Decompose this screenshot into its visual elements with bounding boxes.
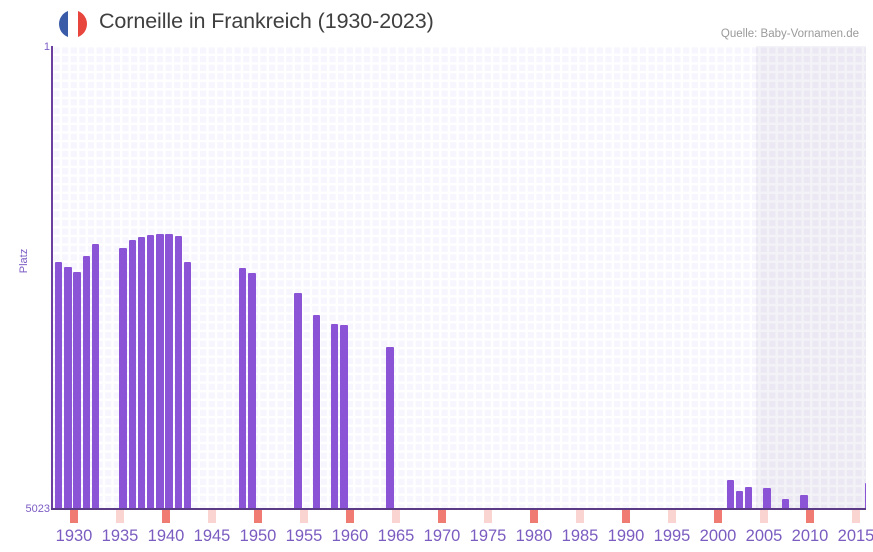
y-axis-title: Platz <box>18 248 31 274</box>
bar-1930[interactable] <box>55 262 63 508</box>
france-flag-icon <box>59 10 87 38</box>
x-tick-label-1960: 1960 <box>331 527 369 545</box>
bar-1961[interactable] <box>340 325 348 508</box>
x-tick-label-1950: 1950 <box>239 527 277 545</box>
x-tick-mark-1975 <box>483 510 493 523</box>
bar-2003[interactable] <box>726 480 734 508</box>
bar-1931[interactable] <box>64 267 72 508</box>
x-tick-label-2010: 2010 <box>791 527 829 545</box>
bar-1958[interactable] <box>312 315 320 508</box>
x-tick-label-1945: 1945 <box>193 527 231 545</box>
x-tick-mark-1955 <box>299 510 309 523</box>
page-title: Corneille in Frankreich (1930-2023) <box>99 9 434 33</box>
x-tick-label-1975: 1975 <box>469 527 507 545</box>
x-tick-label-1995: 1995 <box>653 527 691 545</box>
x-tick-mark-1965 <box>391 510 401 523</box>
x-tick-label-1955: 1955 <box>285 527 323 545</box>
bar-2009[interactable] <box>781 499 790 508</box>
bar-2018[interactable] <box>864 483 866 508</box>
x-tick-mark-1980 <box>529 510 539 523</box>
x-tick-mark-1935 <box>115 510 125 523</box>
bar-1933[interactable] <box>82 256 90 508</box>
x-tick-mark-1950 <box>253 510 263 523</box>
x-tick-label-1980: 1980 <box>515 527 553 545</box>
bar-1941[interactable] <box>156 234 164 508</box>
x-axis-line <box>51 508 866 510</box>
bar-1960[interactable] <box>331 324 339 508</box>
bar-2007[interactable] <box>763 488 771 508</box>
bar-2011[interactable] <box>800 495 808 508</box>
x-tick-mark-2005 <box>759 510 769 523</box>
source-attribution: Quelle: Baby-Vornamen.de <box>720 28 859 40</box>
x-tick-mark-1995 <box>667 510 677 523</box>
bar-1943[interactable] <box>174 236 182 508</box>
bar-1956[interactable] <box>294 293 302 508</box>
x-tick-label-1965: 1965 <box>377 527 415 545</box>
x-tick-mark-1985 <box>575 510 585 523</box>
bar-1939[interactable] <box>137 237 146 508</box>
x-tick-mark-1970 <box>437 510 447 523</box>
x-tick-label-1990: 1990 <box>607 527 645 545</box>
bar-1932[interactable] <box>73 272 81 508</box>
y-axis-top-label: 1 <box>43 41 50 53</box>
chart-header: Corneille in Frankreich (1930-2023) Quel… <box>0 0 873 46</box>
bar-1966[interactable] <box>386 347 394 508</box>
shaded-future-region <box>756 46 866 508</box>
bar-2005[interactable] <box>745 487 753 508</box>
bar-2004[interactable] <box>735 491 744 508</box>
x-tick-label-1970: 1970 <box>423 527 461 545</box>
bar-1944[interactable] <box>183 262 192 508</box>
x-tick-mark-1960 <box>345 510 355 523</box>
plot-area <box>52 46 866 508</box>
bar-1940[interactable] <box>147 235 155 508</box>
bar-1942[interactable] <box>165 234 173 508</box>
x-tick-mark-2015 <box>851 510 861 523</box>
x-tick-label-1985: 1985 <box>561 527 599 545</box>
x-tick-label-1935: 1935 <box>101 527 139 545</box>
x-tick-mark-1945 <box>207 510 217 523</box>
x-tick-label-2005: 2005 <box>745 527 783 545</box>
x-tick-mark-2000 <box>713 510 723 523</box>
bar-1938[interactable] <box>128 240 136 508</box>
x-tick-label-2015: 2015 <box>837 527 873 545</box>
x-tick-mark-1930 <box>69 510 79 523</box>
x-tick-mark-2010 <box>805 510 815 523</box>
y-axis-line <box>51 46 53 509</box>
y-axis-bottom-label: 5023 <box>25 503 50 515</box>
bar-1951[interactable] <box>248 273 256 508</box>
bar-1934[interactable] <box>91 244 100 508</box>
bar-1937[interactable] <box>119 248 127 508</box>
x-tick-mark-1940 <box>161 510 171 523</box>
bar-1950[interactable] <box>239 268 247 508</box>
x-tick-label-2000: 2000 <box>699 527 737 545</box>
x-tick-label-1930: 1930 <box>55 527 93 545</box>
x-tick-label-1940: 1940 <box>147 527 185 545</box>
x-tick-mark-1990 <box>621 510 631 523</box>
